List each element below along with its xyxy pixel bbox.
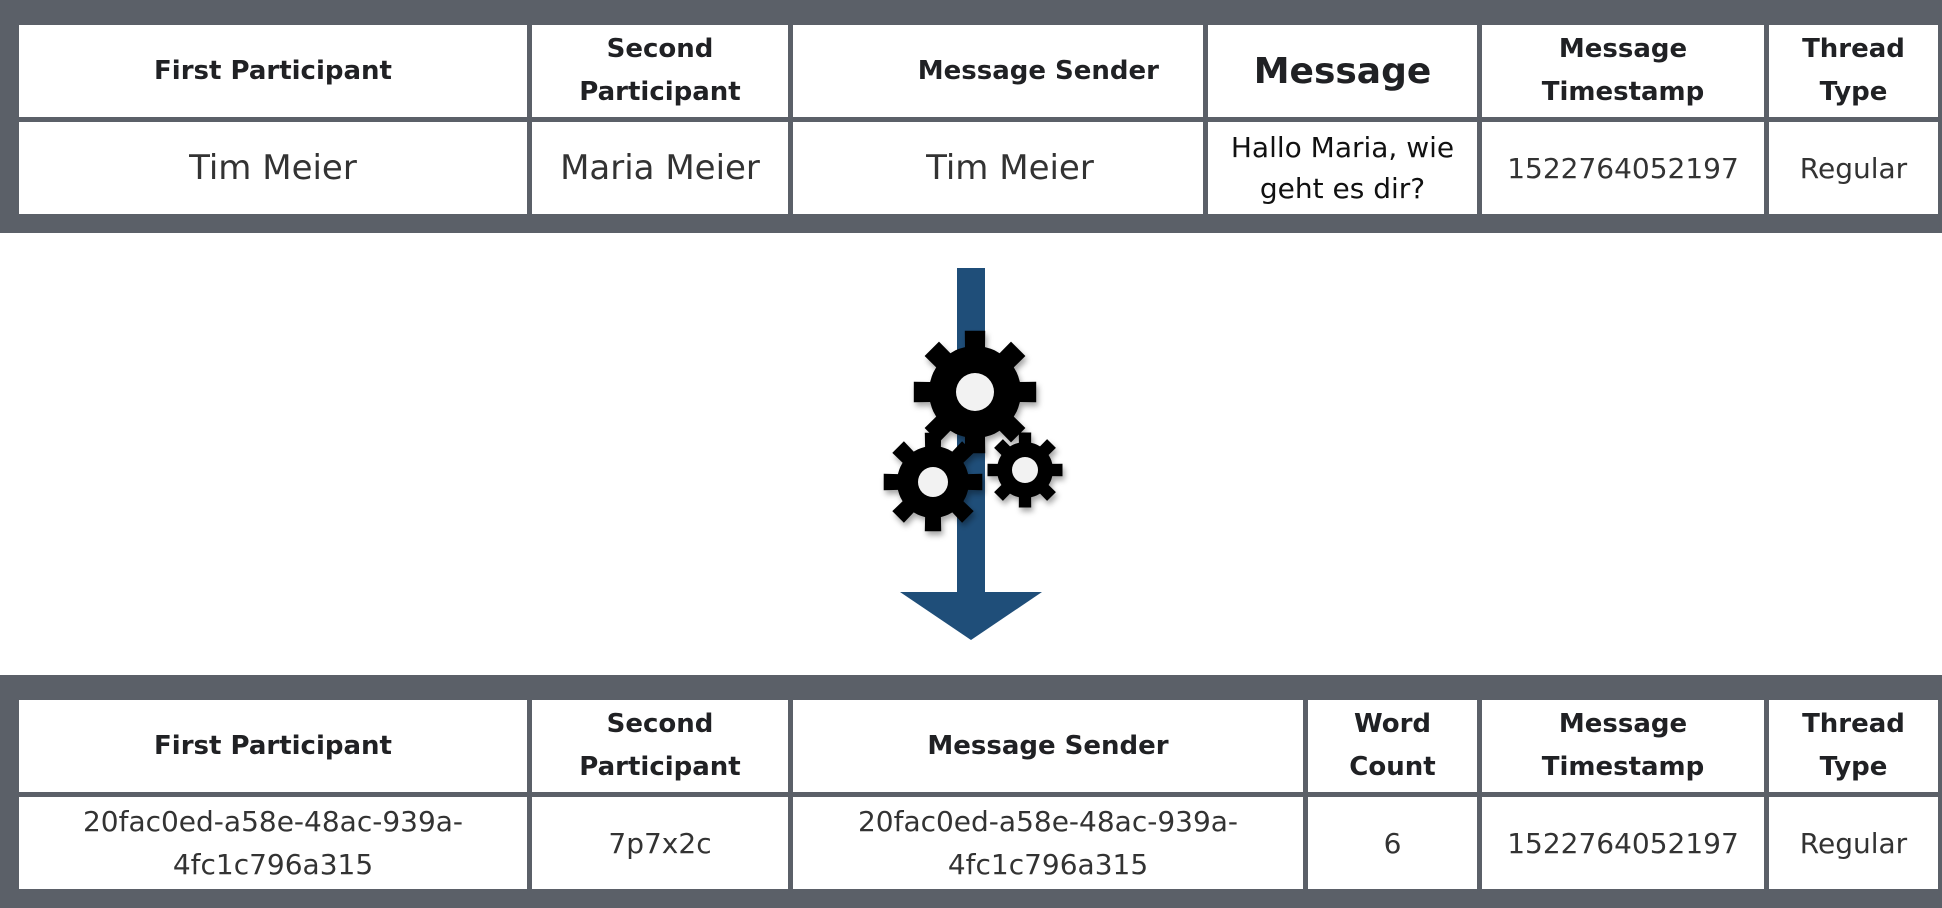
header-message-timestamp: Message Timestamp: [1482, 700, 1764, 792]
down-arrow-icon: [900, 268, 1042, 640]
output-table: First Participant Second Participant Mes…: [14, 695, 1942, 894]
header-thread-type: Thread Type: [1769, 700, 1938, 792]
output-table-panel: First Participant Second Participant Mes…: [0, 675, 1942, 908]
input-table: First Participant Second Participant Mes…: [14, 20, 1942, 219]
gears-icon: [883, 330, 1063, 532]
header-thread-type: Thread Type: [1769, 25, 1938, 117]
gear-hole: [956, 373, 994, 411]
cell-first-participant: 20fac0ed-a58e-48ac-939a-4fc1c796a315: [19, 797, 527, 889]
cell-message-timestamp: 1522764052197: [1482, 797, 1764, 889]
cell-word-count: 6: [1308, 797, 1477, 889]
cell-thread-type: Regular: [1769, 122, 1938, 214]
input-table-header-row: First Participant Second Participant Mes…: [19, 25, 1938, 117]
input-table-panel: First Participant Second Participant Mes…: [0, 0, 1942, 233]
cell-message: Hallo Maria, wie geht es dir?: [1208, 122, 1477, 214]
header-first-participant: First Participant: [19, 25, 527, 117]
cell-first-participant: Tim Meier: [19, 122, 527, 214]
gear-icon: [913, 330, 1037, 454]
gear-icon: [883, 432, 983, 532]
header-second-participant: Second Participant: [532, 25, 788, 117]
header-first-participant: First Participant: [19, 700, 527, 792]
gear-icon: [987, 432, 1063, 508]
cell-second-participant: 7p7x2c: [532, 797, 788, 889]
cell-message-sender: Tim Meier: [793, 122, 1203, 214]
cell-message-timestamp: 1522764052197: [1482, 122, 1764, 214]
header-message: Message: [1208, 25, 1477, 117]
cell-message-sender: 20fac0ed-a58e-48ac-939a-4fc1c796a315: [793, 797, 1303, 889]
output-table-header-row: First Participant Second Participant Mes…: [19, 700, 1938, 792]
header-message-timestamp: Message Timestamp: [1482, 25, 1764, 117]
gear-hole: [918, 467, 948, 497]
header-message-sender: Message Sender: [793, 700, 1303, 792]
cell-thread-type: Regular: [1769, 797, 1938, 889]
input-table-row: Tim Meier Maria Meier Tim Meier Hallo Ma…: [19, 122, 1938, 214]
header-message-sender: Message Sender: [793, 25, 1203, 117]
header-second-participant: Second Participant: [532, 700, 788, 792]
gear-hole: [1012, 457, 1038, 483]
output-table-row: 20fac0ed-a58e-48ac-939a-4fc1c796a315 7p7…: [19, 797, 1938, 889]
cell-second-participant: Maria Meier: [532, 122, 788, 214]
header-word-count: Word Count: [1308, 700, 1477, 792]
